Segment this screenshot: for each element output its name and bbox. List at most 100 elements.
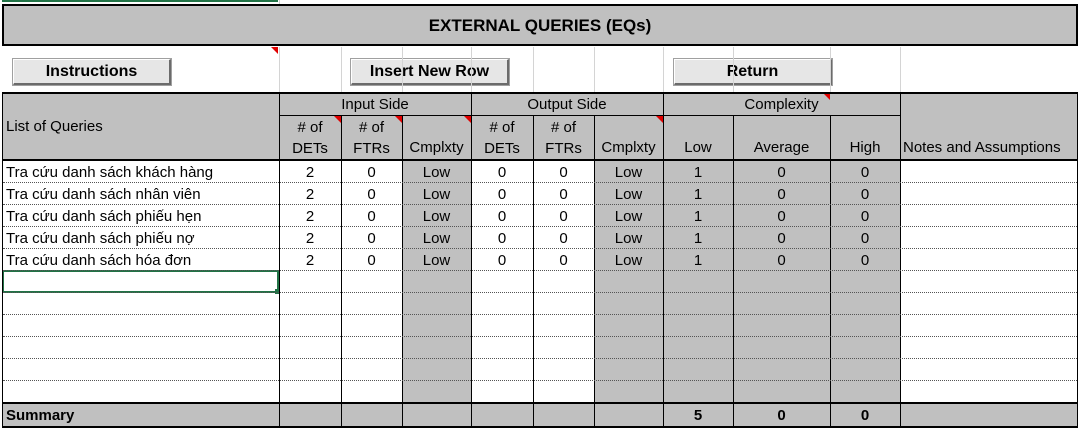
header-low: Low: [684, 139, 712, 156]
grid-line: [533, 115, 534, 428]
output-complexity-cell: Low: [614, 185, 643, 203]
output-ftrs-cell[interactable]: 0: [559, 251, 568, 269]
header-list-of-queries: List of Queries: [6, 118, 103, 135]
input-ftrs-cell[interactable]: 0: [367, 185, 376, 203]
complexity-counts-column: [663, 160, 900, 403]
input-dets-cell[interactable]: 2: [305, 207, 315, 225]
header-output-cmplxty: Cmplxty: [601, 139, 656, 156]
output-ftrs-cell[interactable]: 0: [559, 229, 568, 247]
output-ftrs-cell[interactable]: 0: [559, 207, 568, 225]
input-complexity-cell: Low: [422, 163, 451, 181]
low-count-cell: 1: [693, 229, 703, 247]
output-complexity-cell: Low: [614, 251, 643, 269]
input-ftrs-cell[interactable]: 0: [367, 229, 376, 247]
query-name-cell[interactable]: Tra cứu danh sách nhân viên: [6, 185, 201, 203]
sheet-title-text: EXTERNAL QUERIES (EQs): [428, 15, 652, 35]
grid-line: [279, 115, 900, 116]
grid-line: [830, 115, 831, 428]
input-ftrs-cell[interactable]: 0: [367, 207, 376, 225]
grid-line: [3, 292, 1077, 293]
summary-label: Summary: [6, 406, 75, 424]
input-ftrs-cell[interactable]: 0: [367, 251, 376, 269]
grid-line: [3, 204, 1077, 205]
low-count-cell: 1: [693, 251, 703, 269]
grid-line: [3, 226, 1077, 227]
output-complexity-cell: Low: [614, 163, 643, 181]
output-dets-cell[interactable]: 0: [497, 207, 507, 225]
query-name-cell[interactable]: Tra cứu danh sách khách hàng: [6, 163, 214, 181]
output-ftrs-cell[interactable]: 0: [559, 163, 568, 181]
output-dets-cell[interactable]: 0: [497, 163, 507, 181]
comment-indicator[interactable]: [656, 116, 663, 123]
high-count-cell: 0: [860, 251, 870, 269]
grid-line: [663, 47, 664, 92]
grid-line: [341, 47, 342, 92]
average-count-cell: 0: [777, 163, 786, 181]
grid-line: [3, 358, 1077, 359]
insert-new-row-button[interactable]: Insert New Row: [351, 59, 509, 85]
fill-handle[interactable]: [275, 289, 280, 294]
low-count-cell: 1: [693, 207, 703, 225]
input-dets-cell[interactable]: 2: [305, 229, 315, 247]
grid-line: [3, 336, 1077, 337]
output-dets-cell[interactable]: 0: [497, 251, 507, 269]
average-count-cell: 0: [777, 251, 786, 269]
average-count-cell: 0: [777, 229, 786, 247]
output-ftrs-cell[interactable]: 0: [559, 185, 568, 203]
query-name-cell[interactable]: Tra cứu danh sách hóa đơn: [6, 251, 192, 269]
output-complexity-column: [594, 160, 663, 403]
grid-line: [341, 115, 342, 428]
input-complexity-cell: Low: [422, 251, 451, 269]
grid-line: [830, 47, 831, 92]
grid-line: [2, 402, 1078, 404]
input-ftrs-cell[interactable]: 0: [367, 163, 376, 181]
grid-line: [1077, 92, 1078, 428]
average-count-cell: 0: [777, 207, 786, 225]
grid-line: [3, 248, 1077, 249]
grid-line: [733, 115, 734, 428]
comment-indicator[interactable]: [271, 47, 278, 54]
input-dets-cell[interactable]: 2: [305, 251, 315, 269]
grid-line: [279, 92, 280, 428]
comment-indicator[interactable]: [464, 116, 471, 123]
grid-line: [3, 182, 1077, 183]
input-complexity-cell: Low: [422, 185, 451, 203]
grid-line: [900, 47, 901, 92]
query-name-cell[interactable]: Tra cứu danh sách phiếu nợ: [6, 229, 195, 247]
grid-line: [900, 92, 901, 428]
input-dets-cell[interactable]: 2: [305, 163, 315, 181]
low-count-cell: 1: [693, 163, 703, 181]
selected-cell[interactable]: [2, 270, 279, 293]
high-count-cell: 0: [860, 163, 870, 181]
header-input-cmplxty: Cmplxty: [409, 139, 464, 156]
header-high: High: [849, 139, 881, 156]
grid-line: [402, 115, 403, 428]
input-dets-cell[interactable]: 2: [305, 185, 315, 203]
header-average: Average: [753, 139, 810, 156]
grid-line: [733, 47, 734, 92]
grid-line: [594, 115, 595, 428]
comment-indicator[interactable]: [395, 116, 402, 123]
output-dets-cell[interactable]: 0: [497, 185, 507, 203]
header-input-side: Input Side: [341, 95, 409, 113]
comment-indicator[interactable]: [334, 116, 341, 123]
comment-indicator[interactable]: [823, 93, 830, 100]
average-count-cell: 0: [777, 185, 786, 203]
header-output-ftrs: # of FTRs: [545, 119, 582, 157]
grid-line: [2, 92, 3, 428]
header-notes: Notes and Assumptions: [903, 139, 1061, 156]
header-output-side: Output Side: [527, 95, 607, 113]
grid-line: [471, 92, 472, 428]
grid-line: [2, 159, 1078, 161]
input-complexity-cell: Low: [422, 229, 451, 247]
selection-edge: [2, 0, 278, 2]
instructions-button[interactable]: Instructions: [13, 59, 171, 85]
grid-line: [279, 0, 280, 4]
header-output-dets: # of DETs: [484, 119, 520, 157]
return-button[interactable]: Return: [674, 59, 832, 85]
query-name-cell[interactable]: Tra cứu danh sách phiếu hẹn: [6, 207, 202, 225]
grid-line: [471, 47, 472, 92]
output-dets-cell[interactable]: 0: [497, 229, 507, 247]
grid-line: [3, 380, 1077, 381]
grid-line: [2, 426, 1078, 428]
